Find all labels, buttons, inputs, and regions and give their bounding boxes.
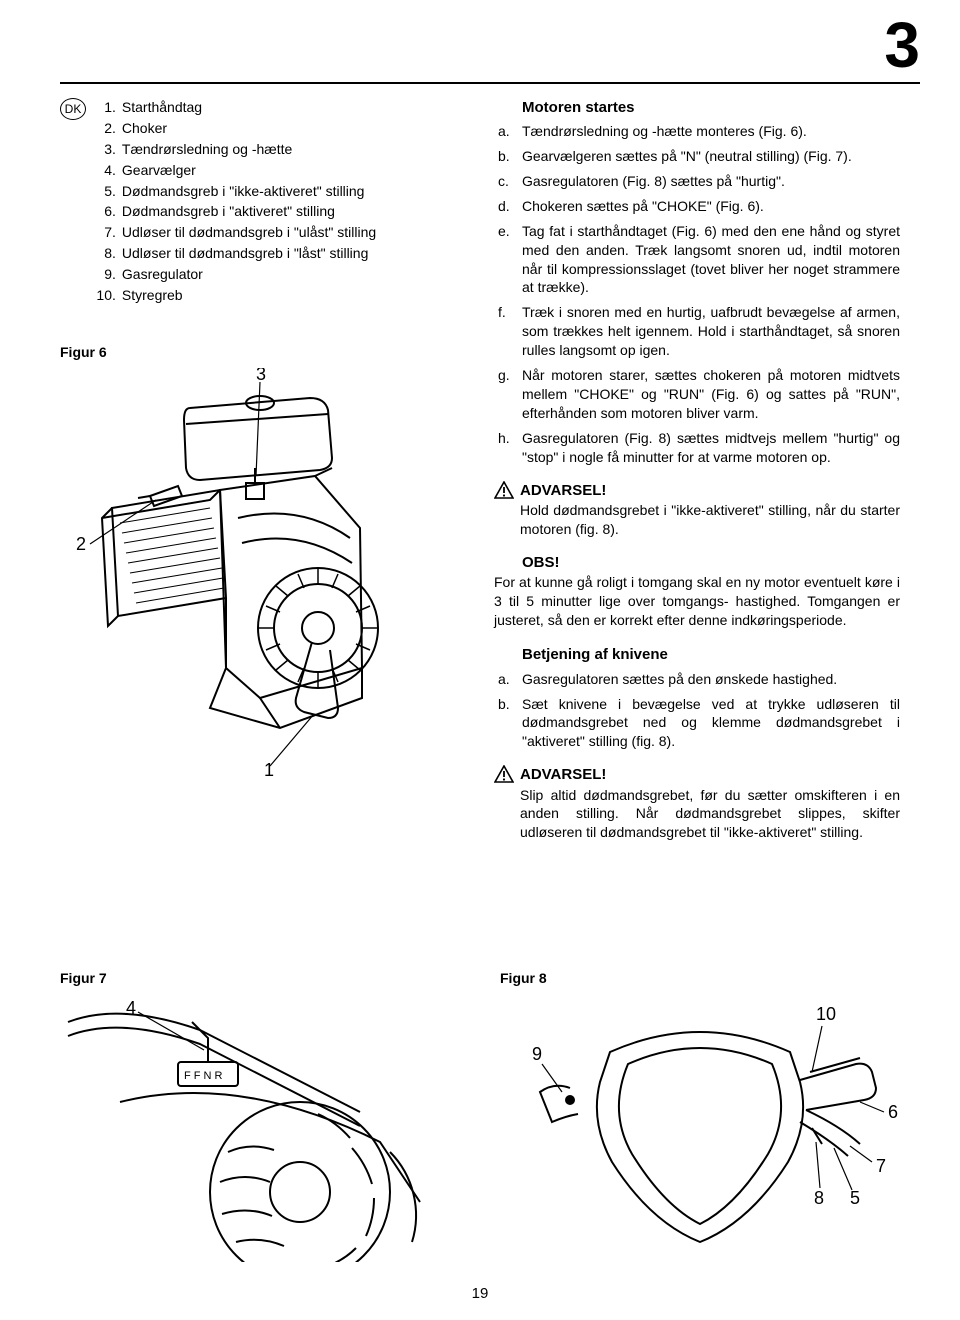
list-item: Gasregulatoren sættes på den ønskede has…	[522, 671, 837, 687]
fig8-callout-6: 6	[888, 1102, 898, 1122]
figure8-label: Figur 8	[500, 970, 900, 986]
list-item: Tændrørsledning og -hætte	[122, 141, 292, 157]
list-item: Gasregulatoren (Fig. 8) sættes midtvejs …	[522, 430, 900, 465]
list-item: Styregreb	[122, 287, 183, 303]
svg-text:F F N R: F F N R	[184, 1070, 223, 1082]
knivene-heading: Betjening af knivene	[522, 645, 900, 665]
warning-icon	[494, 765, 514, 783]
fig7-callout-4: 4	[126, 998, 136, 1018]
list-item: Starthåndtag	[122, 99, 202, 115]
list-item: Sæt knivene i bevægelse ved at trykke ud…	[522, 696, 900, 750]
list-item: Dødmandsgreb i "ikke-aktiveret" stilling	[122, 183, 365, 199]
advarsel2-body: Slip altid dødmandsgrebet, før du sætter…	[520, 786, 900, 843]
page-number: 19	[0, 1285, 960, 1302]
advarsel-heading: ADVARSEL!	[520, 481, 900, 501]
advarsel-heading: ADVARSEL!	[520, 765, 900, 785]
list-item: Tag fat i starthåndtaget (Fig. 6) med de…	[522, 223, 900, 296]
fig6-callout-2: 2	[76, 534, 86, 554]
start-heading: Motoren startes	[522, 98, 900, 118]
figure7-illustration: F F N R	[60, 992, 460, 1262]
fig8-callout-7: 7	[876, 1156, 886, 1176]
language-badge: DK	[60, 98, 86, 120]
fig8-callout-8: 8	[814, 1188, 824, 1208]
list-item: Gearvælger	[122, 162, 196, 178]
knivene-steps: a.Gasregulatoren sættes på den ønskede h…	[494, 670, 900, 752]
fig8-callout-10: 10	[816, 1004, 836, 1024]
list-item: Choker	[122, 120, 167, 136]
advarsel1-body: Hold dødmandsgrebet i "ikke-aktiveret" s…	[520, 501, 900, 539]
fig8-callout-5: 5	[850, 1188, 860, 1208]
list-item: Træk i snoren med en hurtig, uafbrudt be…	[522, 304, 900, 358]
figure6-label: Figur 6	[60, 343, 460, 362]
figure6-illustration: 3 2 1	[60, 368, 440, 778]
list-item: Chokeren sættes på "CHOKE" (Fig. 6).	[522, 198, 764, 214]
list-item: Udløser til dødmandsgreb i "ulåst" still…	[122, 224, 376, 240]
right-column: Motoren startes a.Tændrørsledning og -hæ…	[494, 98, 900, 842]
list-item: Tændrørsledning og -hætte monteres (Fig.…	[522, 123, 807, 139]
obs-heading: OBS!	[522, 553, 900, 573]
list-item: Dødmandsgreb i "aktiveret" stilling	[122, 203, 335, 219]
list-item: Gearvælgeren sættes på "N" (neutral stil…	[522, 148, 852, 164]
fig8-callout-9: 9	[532, 1044, 542, 1064]
obs-body: For at kunne gå roligt i tomgang skal en…	[494, 573, 900, 630]
chapter-number: 3	[884, 8, 920, 82]
fig6-callout-1: 1	[264, 760, 274, 778]
start-steps: a.Tændrørsledning og -hætte monteres (Fi…	[494, 122, 900, 466]
page: 3 DK 1.Starthåndtag 2.Choker 3.Tændrørsl…	[0, 0, 960, 1320]
top-rule	[60, 82, 920, 84]
list-item: Udløser til dødmandsgreb i "låst" stilli…	[122, 245, 368, 261]
bottom-figures: Figur 7 F F N R	[60, 970, 900, 1267]
warning-icon	[494, 481, 514, 499]
list-item: Gasregulator	[122, 266, 203, 282]
fig6-callout-3: 3	[256, 368, 266, 384]
parts-list: 1.Starthåndtag 2.Choker 3.Tændrørslednin…	[90, 98, 376, 307]
figure7-label: Figur 7	[60, 970, 460, 986]
left-column: DK 1.Starthåndtag 2.Choker 3.Tændrørsled…	[60, 98, 460, 842]
figure8-illustration: 9 10 6 7 8 5	[500, 992, 900, 1262]
list-item: Når motoren starer, sættes chokeren på m…	[522, 367, 900, 421]
list-item: Gasregulatoren (Fig. 8) sættes på "hurti…	[522, 173, 785, 189]
